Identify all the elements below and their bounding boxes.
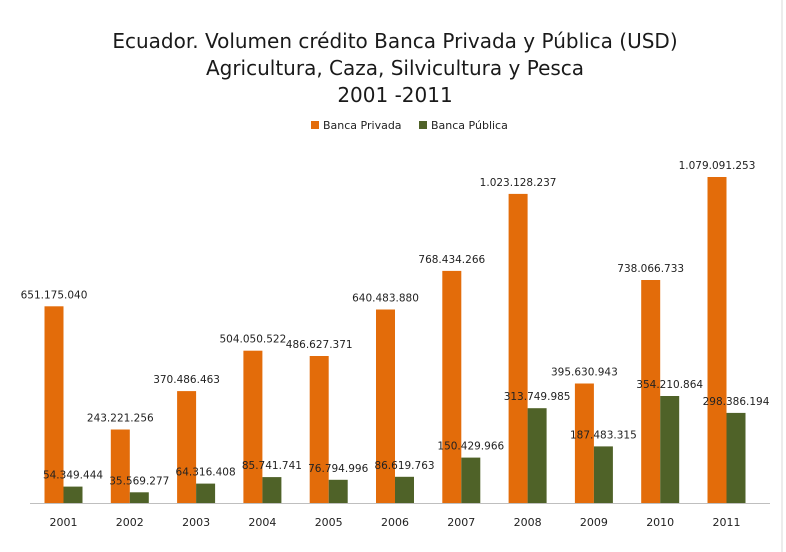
bar-banca-privada-2004: [243, 350, 263, 503]
data-label-banca-privada-2003: 370.486.463: [153, 374, 220, 386]
data-label-banca-privada-2001: 651.175.040: [21, 289, 88, 301]
bar-banca-publica-2010: [660, 396, 680, 503]
data-label-banca-privada-2011: 1.079.091.253: [679, 160, 756, 172]
bar-banca-privada-2010: [641, 280, 661, 503]
data-label-banca-privada-2002: 243.221.256: [87, 413, 154, 425]
data-label-banca-publica-2002: 35.569.277: [109, 475, 169, 487]
data-label-banca-publica-2009: 187.483.315: [570, 429, 637, 441]
data-labels-group: 651.175.040 54.349.444 243.221.256 35.569.2…: [21, 160, 770, 487]
bar-banca-privada-2008: [508, 193, 528, 503]
data-label-banca-publica-2005: 76.794.996: [308, 463, 368, 475]
data-label-banca-privada-2009: 395.630.943: [551, 367, 618, 379]
bar-banca-publica-2005: [328, 479, 348, 503]
legend-swatch-banca-publica: [419, 121, 427, 129]
bar-banca-publica-2011: [726, 412, 746, 503]
bar-banca-privada-2003: [177, 391, 197, 503]
bar-banca-privada-2001: [44, 306, 64, 503]
bar-banca-privada-2011: [707, 177, 727, 503]
bar-banca-privada-2002: [110, 429, 130, 503]
bar-banca-publica-2002: [129, 492, 149, 503]
data-label-banca-privada-2004: 504.050.522: [219, 334, 286, 346]
legend-swatch-banca-privada: [311, 121, 319, 129]
data-label-banca-publica-2001: 54.349.444: [43, 470, 103, 482]
x-tick-label-2005: 2005: [315, 516, 343, 529]
bar-banca-privada-2006: [376, 309, 395, 503]
chart-title-line-3: 2001 -2011: [337, 83, 452, 107]
legend-label-banca-publica: Banca Pública: [431, 119, 508, 132]
legend-label-banca-privada: Banca Privada: [323, 119, 402, 132]
bar-banca-publica-2006: [395, 476, 414, 503]
x-tick-label-2004: 2004: [248, 516, 276, 529]
bars-group: [44, 177, 746, 503]
x-tick-label-2009: 2009: [580, 516, 608, 529]
x-tick-label-2010: 2010: [646, 516, 674, 529]
data-label-banca-privada-2008: 1.023.128.237: [480, 177, 557, 189]
chart-title-line-1: Ecuador. Volumen crédito Banca Privada y…: [112, 29, 677, 53]
data-label-banca-publica-2011: 298.386.194: [703, 396, 770, 408]
legend: Banca Privada Banca Pública: [311, 119, 508, 132]
x-tick-label-2007: 2007: [447, 516, 475, 529]
chart-title-line-2: Agricultura, Caza, Silvicultura y Pesca: [206, 56, 584, 80]
bar-banca-privada-2009: [574, 383, 594, 503]
x-tick-label-2001: 2001: [50, 516, 78, 529]
x-tick-labels-group: 2001 2002 2003 2004 2005 2006 2007 2008 2009 2010…: [50, 516, 741, 529]
bar-banca-publica-2004: [262, 477, 282, 503]
data-label-banca-publica-2003: 64.316.408: [176, 467, 236, 479]
bar-banca-privada-2005: [309, 356, 329, 503]
bar-banca-publica-2007: [461, 457, 481, 503]
data-label-banca-privada-2007: 768.434.266: [418, 254, 485, 266]
data-label-banca-publica-2006: 86.619.763: [374, 460, 434, 472]
bar-banca-publica-2001: [63, 486, 83, 503]
data-label-banca-publica-2004: 85.741.741: [242, 460, 302, 472]
data-label-banca-privada-2006: 640.483.880: [352, 293, 419, 305]
x-tick-label-2006: 2006: [381, 516, 409, 529]
data-label-banca-publica-2007: 150.429.966: [437, 441, 504, 453]
bar-banca-publica-2009: [593, 446, 613, 503]
data-label-banca-publica-2010: 354.210.864: [636, 379, 703, 391]
bar-banca-privada-2007: [442, 270, 462, 503]
x-tick-label-2003: 2003: [182, 516, 210, 529]
data-label-banca-publica-2008: 313.749.985: [504, 391, 571, 403]
data-label-banca-privada-2010: 738.066.733: [617, 263, 684, 275]
x-tick-label-2008: 2008: [514, 516, 542, 529]
data-label-banca-privada-2005: 486.627.371: [286, 339, 353, 351]
x-tick-label-2011: 2011: [713, 516, 741, 529]
bar-banca-publica-2008: [527, 408, 547, 503]
bar-banca-publica-2003: [196, 483, 216, 503]
x-tick-label-2002: 2002: [116, 516, 144, 529]
